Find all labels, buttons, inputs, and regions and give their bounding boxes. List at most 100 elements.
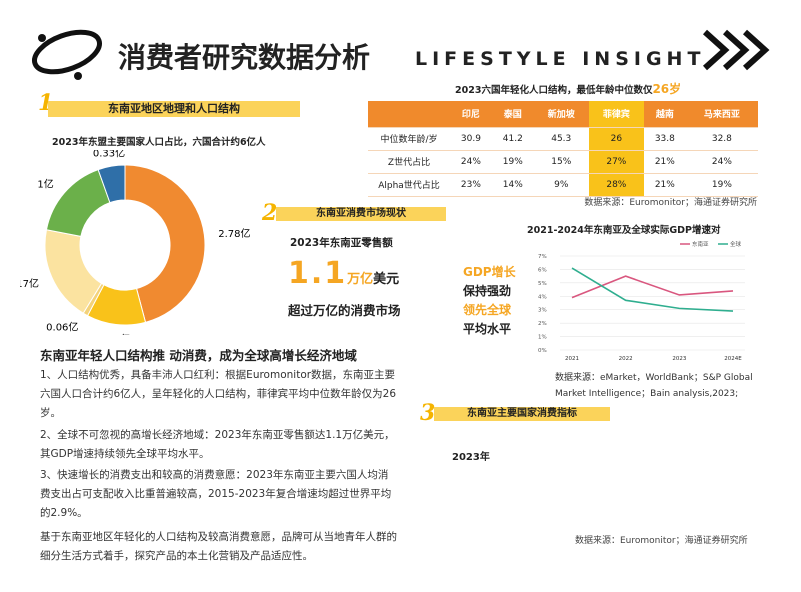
- source: 数据来源：Euromonitor；海通证券研究所: [584, 198, 757, 208]
- y-tick-label: 6%: [538, 267, 547, 273]
- table: 印尼 泰国 新加坡 菲律宾 越南 马来西亚 中位数年龄/岁 30.9 41.2 45.3 26 33.…: [368, 101, 758, 197]
- section-heading: 东南亚地区地理和人口结构: [48, 101, 300, 117]
- paragraph: 1、人口结构优秀，具备丰沛人口红利：根据Euromonitor数据，东南亚主要六…: [40, 369, 397, 419]
- table-cell: 21%: [643, 150, 686, 174]
- row-label: Z世代占比: [368, 150, 450, 174]
- y-tick-label: 0%: [538, 348, 547, 354]
- table-cell: 19%: [491, 150, 534, 174]
- table-cell: 9%: [533, 173, 589, 197]
- paragraph: 3、快速增长的消费支出和较高的消费意愿：2023年东南亚主要六国人均消费支出占可…: [40, 469, 392, 519]
- paragraph: 2、全球不可忽视的高增长经济地域：2023年东南亚零售额达1.1万亿美元，其GD…: [40, 429, 395, 460]
- section-heading: 东南亚主要国家消费指标: [434, 407, 610, 421]
- chart-title: 2021-2024年东南亚及全球实际GDP增速对: [527, 225, 721, 236]
- pie-segment: [45, 168, 111, 238]
- x-tick-label: 2024E: [724, 356, 742, 362]
- x-tick-label: 2022: [619, 356, 633, 362]
- logo-dot: [38, 34, 46, 42]
- row-label: Alpha世代占比: [368, 173, 450, 197]
- table-cell: 23%: [450, 173, 492, 197]
- table-cell: 21%: [643, 173, 686, 197]
- y-tick-label: 3%: [538, 308, 547, 314]
- table-cell: 19%: [685, 173, 758, 197]
- table-cell: 14%: [491, 173, 534, 197]
- section-heading: 东南亚消费市场现状: [276, 207, 446, 221]
- table-cell: 27%: [588, 150, 644, 174]
- table-cell: 30.9: [450, 127, 492, 151]
- text-heading: 东南亚年轻人口结构推 动消费，成为全球高增长经济地域: [40, 348, 357, 363]
- table-header-row: 印尼 泰国 新加坡 菲律宾 越南 马来西亚: [368, 101, 758, 128]
- table-cell: 26: [588, 127, 644, 151]
- table-cell: 15%: [533, 150, 589, 174]
- subtitle: LIFESTYLE INSIGHT: [415, 48, 706, 70]
- retail-figure: 1.1万亿美元: [288, 256, 399, 291]
- section-number: 2: [262, 200, 278, 226]
- x-tick-label: 2023: [672, 356, 686, 362]
- chevron: [742, 29, 770, 71]
- section-number: 3: [420, 400, 436, 426]
- table-header-cell: 泰国: [491, 101, 534, 128]
- source: 数据来源：eMarket，WorldBank；S&P Global Market…: [555, 373, 753, 399]
- value-label: 2.78亿: [218, 227, 250, 240]
- pie-segment: [97, 164, 126, 204]
- table-row: Z世代占比 24% 19% 15% 27% 21% 24%: [368, 150, 758, 174]
- table-corner: [368, 101, 450, 128]
- table-cell: 32.8: [685, 127, 758, 151]
- table-title: 2023六国年轻化人口结构，最低年龄中位数仅26岁: [455, 80, 681, 97]
- y-tick-label: 1%: [538, 335, 547, 341]
- chevron: [722, 29, 750, 71]
- table-cell: 28%: [588, 173, 644, 197]
- retail-label: 2023年东南亚零售额: [290, 237, 393, 249]
- pie-chart: 2.78亿 0.72亿 0.06亿 1.17亿 1亿 0.33亿: [20, 150, 250, 335]
- line-series: [571, 267, 734, 312]
- value-label: 1亿: [37, 178, 53, 191]
- retail-value: 1.1: [288, 256, 348, 291]
- y-tick-label: 4%: [538, 294, 547, 300]
- line-chart: 0% 1% 2% 3% 4% 5% 6% 7% 2021 2022 2023 2024E 东南亚 全球: [538, 240, 745, 362]
- y-tick-label: 7%: [538, 254, 547, 260]
- gdp-line: 保持强劲: [463, 284, 512, 298]
- y-tick-label: 5%: [538, 281, 547, 287]
- gdp-line: GDP增长: [463, 265, 516, 279]
- retail-currency: 美元: [373, 272, 400, 287]
- logo-dot: [74, 72, 82, 80]
- value-label: 0.33亿: [93, 150, 125, 159]
- table-cell: 24%: [450, 150, 492, 174]
- source: 数据来源：Euromonitor；海通证券研究所: [575, 536, 748, 546]
- paragraph: 基于东南亚地区年轻化的人口结构及较高消费意愿，品牌可从当地青年人群的细分生活方式…: [40, 531, 397, 562]
- table-header-cell: 新加坡: [533, 101, 589, 128]
- value-label: 1.17亿: [20, 277, 39, 290]
- x-tick-label: 2021: [565, 356, 579, 362]
- table-cell: 41.2: [491, 127, 534, 151]
- gdp-line: 平均水平: [463, 322, 512, 336]
- table-title-highlight: 26岁: [652, 82, 682, 96]
- legend-label: 全球: [730, 240, 742, 248]
- pie-segment: [124, 164, 206, 323]
- table-header-cell: 菲律宾: [588, 101, 644, 128]
- value-label: 0.06亿: [46, 321, 78, 334]
- legend-label: 东南亚: [692, 240, 709, 248]
- table-title-text: 2023六国年轻化人口结构，最低年龄中位数仅: [455, 85, 653, 96]
- retail-note: 超过万亿的消费市场: [288, 303, 401, 318]
- gdp-text: GDP增长保持强劲领先全球平均水平: [463, 263, 516, 339]
- table-header-cell: 马来西亚: [685, 101, 758, 128]
- table-cell: 45.3: [533, 127, 589, 151]
- logo: [32, 29, 102, 75]
- gdp-line: 领先全球: [463, 303, 512, 317]
- y-tick-label: 2%: [538, 321, 547, 327]
- table-row: 中位数年龄/岁 30.9 41.2 45.3 26 33.8 32.8: [368, 127, 758, 151]
- line-series: [571, 275, 734, 299]
- chart-title: 2023年东盟主要国家人口占比，六国合计约6亿人: [52, 137, 266, 148]
- row-label: 中位数年龄/岁: [368, 127, 450, 151]
- table-row: Alpha世代占比 23% 14% 9% 28% 21% 19%: [368, 173, 758, 197]
- table-header-cell: 越南: [643, 101, 686, 128]
- table-cell: 24%: [685, 150, 758, 174]
- retail-unit: 万亿: [347, 272, 374, 287]
- chevron: [702, 29, 730, 71]
- table-cell: 33.8: [643, 127, 686, 151]
- table-header-cell: 印尼: [450, 101, 492, 128]
- year-label: 2023年: [452, 452, 490, 463]
- title: 消费者研究数据分析: [118, 41, 371, 74]
- value-label: 0.72亿: [98, 332, 130, 335]
